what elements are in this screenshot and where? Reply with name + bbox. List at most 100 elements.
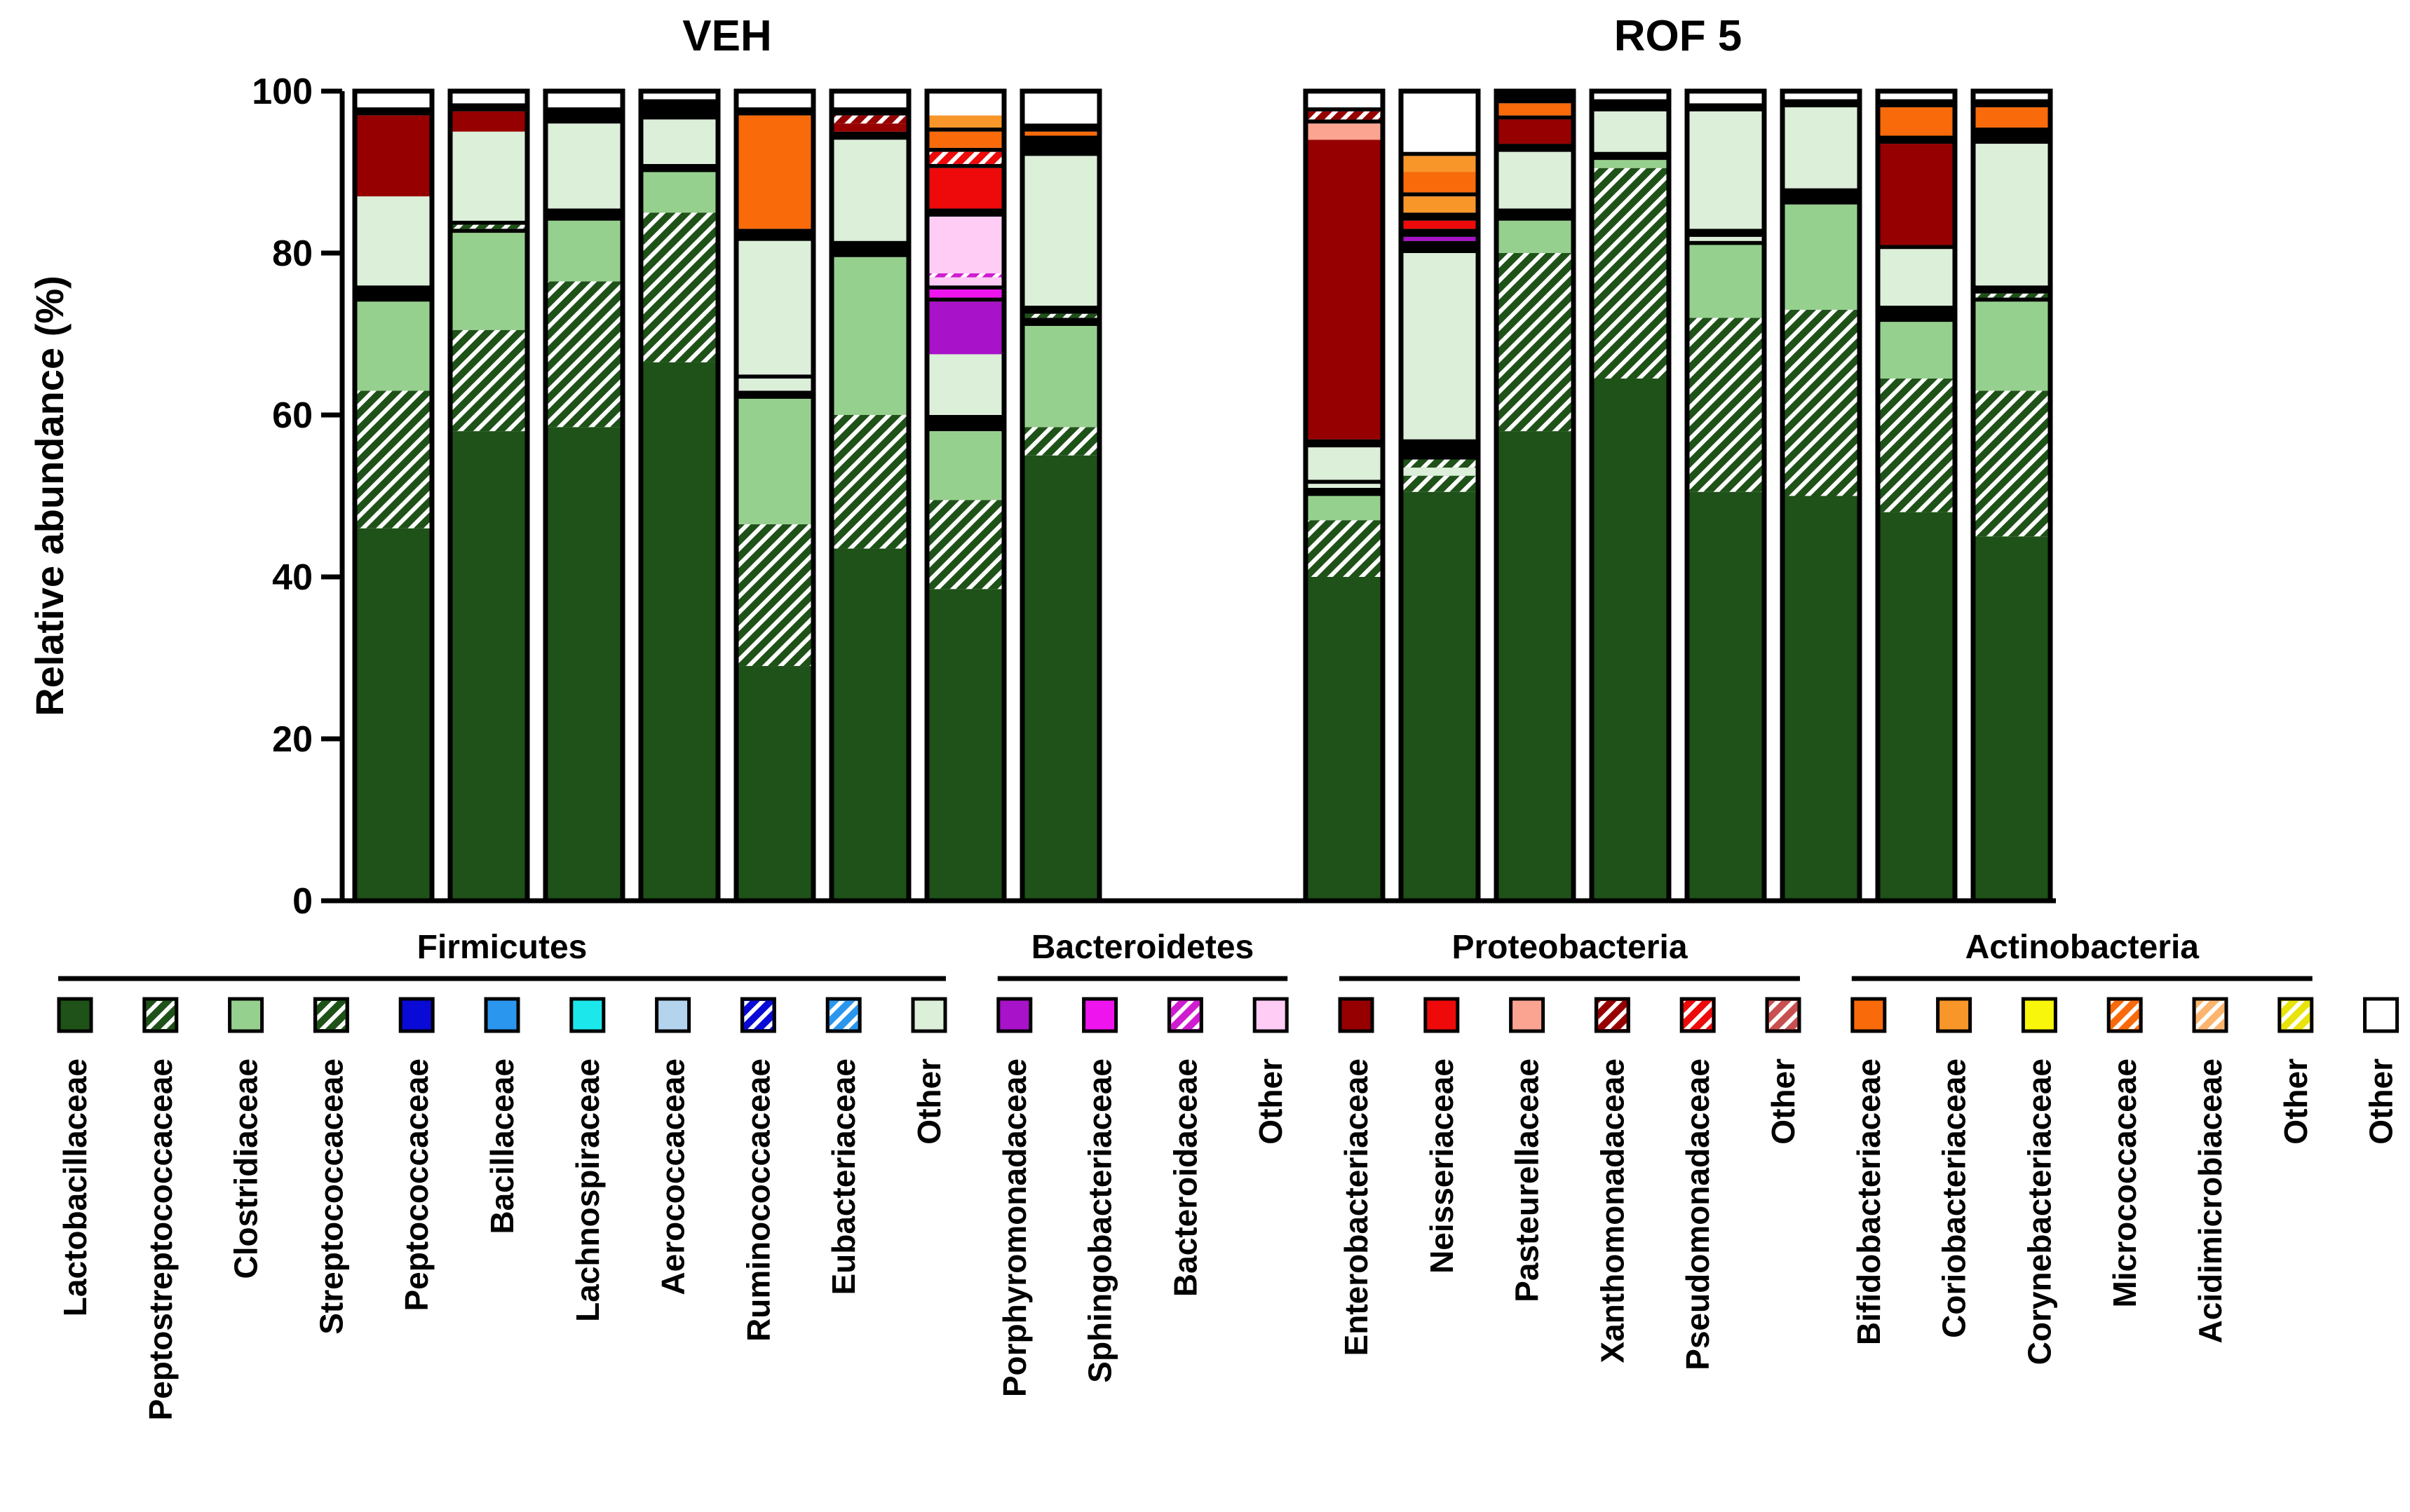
bar-segment-other bbox=[1401, 87, 1478, 152]
bar-outline bbox=[352, 88, 435, 904]
legend-item: Corynebacteriaceae bbox=[2021, 997, 2057, 1365]
legend-label: Eubacteriaceae bbox=[825, 1058, 862, 1295]
bar-segment-divider bbox=[1401, 229, 1478, 237]
bar-sample-5 bbox=[733, 88, 816, 904]
bar-segment-divider bbox=[355, 285, 432, 302]
bar-segment-hatch bbox=[927, 151, 1004, 164]
bar-segment-entero bbox=[1496, 119, 1573, 144]
bar-segment-clost bbox=[641, 172, 718, 213]
bar-segment-hatch bbox=[355, 390, 432, 529]
bar-sample-7 bbox=[924, 87, 1007, 904]
bar-outline bbox=[924, 88, 1007, 904]
bar-segment-divider bbox=[832, 240, 909, 257]
bar-segment-hatch bbox=[546, 281, 623, 428]
legend-item: Other bbox=[911, 997, 947, 1145]
bar-segment-lacto bbox=[450, 431, 527, 901]
bar-segment-clost bbox=[1878, 322, 1955, 379]
legend: Firmicutes Bacteroidetes Proteobacteria Act… bbox=[57, 929, 2399, 1420]
bar-segment-divider bbox=[1306, 479, 1383, 484]
legend-item: Ruminococcaceae bbox=[740, 997, 776, 1342]
bar-segment-hatch bbox=[1973, 293, 2050, 298]
legend-swatch-hatch bbox=[146, 1001, 175, 1029]
bar-segment-clost bbox=[1973, 301, 2050, 391]
bar-segment-divider bbox=[927, 163, 1004, 168]
legend-label: Neisseriaceae bbox=[1423, 1058, 1460, 1274]
legend-swatch bbox=[996, 997, 1033, 1033]
legend-swatch bbox=[1252, 997, 1289, 1033]
bars bbox=[352, 87, 2053, 904]
bar-segment-divider bbox=[927, 127, 1004, 132]
legend-item: Peptococcaceae bbox=[398, 997, 435, 1312]
bar-segment-porphy bbox=[927, 301, 1004, 355]
bar-segment-divider bbox=[450, 229, 527, 233]
bar-segment-divider bbox=[1973, 285, 2050, 294]
legend-swatch-hatch bbox=[1171, 1001, 1200, 1029]
phylum-label: Firmicutes bbox=[417, 929, 588, 966]
bar-segment-divider bbox=[1401, 439, 1478, 460]
bar-sample-14 bbox=[1780, 88, 1862, 904]
bar-segment-divider bbox=[1687, 229, 1764, 237]
bar-segment-bifido bbox=[1878, 107, 1955, 136]
bar-segment-bact_other bbox=[927, 277, 1004, 286]
y-tick-label: 40 bbox=[272, 557, 313, 598]
bar-segment-hatch bbox=[1401, 475, 1478, 492]
bar-segment-divider bbox=[1022, 123, 1099, 132]
bar-segment-divider bbox=[1973, 99, 2050, 108]
bar-segment-divider bbox=[1878, 306, 1955, 322]
bar-segment-lacto bbox=[1496, 431, 1573, 901]
bar-segment-divider bbox=[546, 208, 623, 221]
legend-swatch-hatch bbox=[2281, 1001, 2310, 1029]
legend-label: Lactobacillaceae bbox=[57, 1058, 93, 1316]
legend-label: Xanthomonadaceae bbox=[1594, 1058, 1630, 1363]
bar-segment-divider bbox=[1306, 107, 1383, 111]
legend-item: Lactobacillaceae bbox=[57, 997, 93, 1316]
legend-item: Other bbox=[1252, 997, 1289, 1145]
legend-swatch-hatch bbox=[1598, 1001, 1627, 1029]
bar-segment-entero bbox=[1306, 139, 1383, 440]
bar-segment-other bbox=[1687, 91, 1764, 104]
bar-segment-divider bbox=[1306, 439, 1383, 448]
legend-swatch-hatch bbox=[2111, 1001, 2139, 1029]
legend-item: Neisseriaceae bbox=[1423, 997, 1460, 1274]
bar-segment-clost bbox=[1782, 204, 1860, 310]
bar-segment-bifido bbox=[1022, 131, 1099, 136]
legend-swatch bbox=[228, 997, 264, 1033]
legend-swatch bbox=[57, 997, 93, 1033]
bar-outline bbox=[1020, 88, 1102, 904]
bar-segment-divider bbox=[1401, 240, 1478, 253]
legend-label: Pasteurellaceae bbox=[1509, 1058, 1545, 1302]
bar-segment-neiss bbox=[1401, 220, 1478, 229]
legend-swatch bbox=[484, 997, 520, 1033]
bar-segment-divider bbox=[736, 107, 813, 116]
legend-swatch-hatch bbox=[317, 1001, 346, 1029]
bar-sample-16 bbox=[1970, 88, 2053, 904]
bar-segment-divider bbox=[1687, 103, 1764, 111]
legend-item: Pseudomonadaceae bbox=[1679, 997, 1716, 1370]
bar-segment-other bbox=[641, 91, 718, 100]
bar-segment-other bbox=[736, 91, 813, 108]
bar-sample-12 bbox=[1589, 88, 1672, 904]
legend-swatch bbox=[1338, 997, 1374, 1033]
bar-segment-sphingo bbox=[927, 289, 1004, 298]
bar-segment-lacto bbox=[641, 362, 718, 901]
bar-segment-firm_other bbox=[1592, 111, 1669, 152]
legend-swatch-hatch bbox=[830, 1001, 858, 1029]
bar-segment-bifido bbox=[1496, 103, 1573, 116]
group-title: VEH bbox=[682, 12, 771, 60]
bar-segment-other bbox=[1782, 91, 1860, 100]
bar-segment-divider bbox=[927, 297, 1004, 302]
bar-sample-2 bbox=[447, 88, 530, 904]
bar-segment-clost bbox=[1592, 160, 1669, 168]
bar-segment-hatch bbox=[832, 415, 909, 549]
bar-sample-8 bbox=[1020, 88, 1102, 904]
bar-sample-4 bbox=[638, 88, 721, 904]
legend-swatch-hatch bbox=[1769, 1001, 1797, 1029]
legend-label: Other bbox=[2277, 1058, 2314, 1145]
bar-segment-divider bbox=[927, 285, 1004, 290]
bar-sample-3 bbox=[543, 88, 625, 904]
bar-segment-firm_other bbox=[736, 379, 813, 391]
legend-label: Aerococcaceae bbox=[655, 1058, 691, 1295]
bar-segment-firm_other bbox=[355, 196, 432, 286]
bar-outline bbox=[733, 88, 816, 904]
